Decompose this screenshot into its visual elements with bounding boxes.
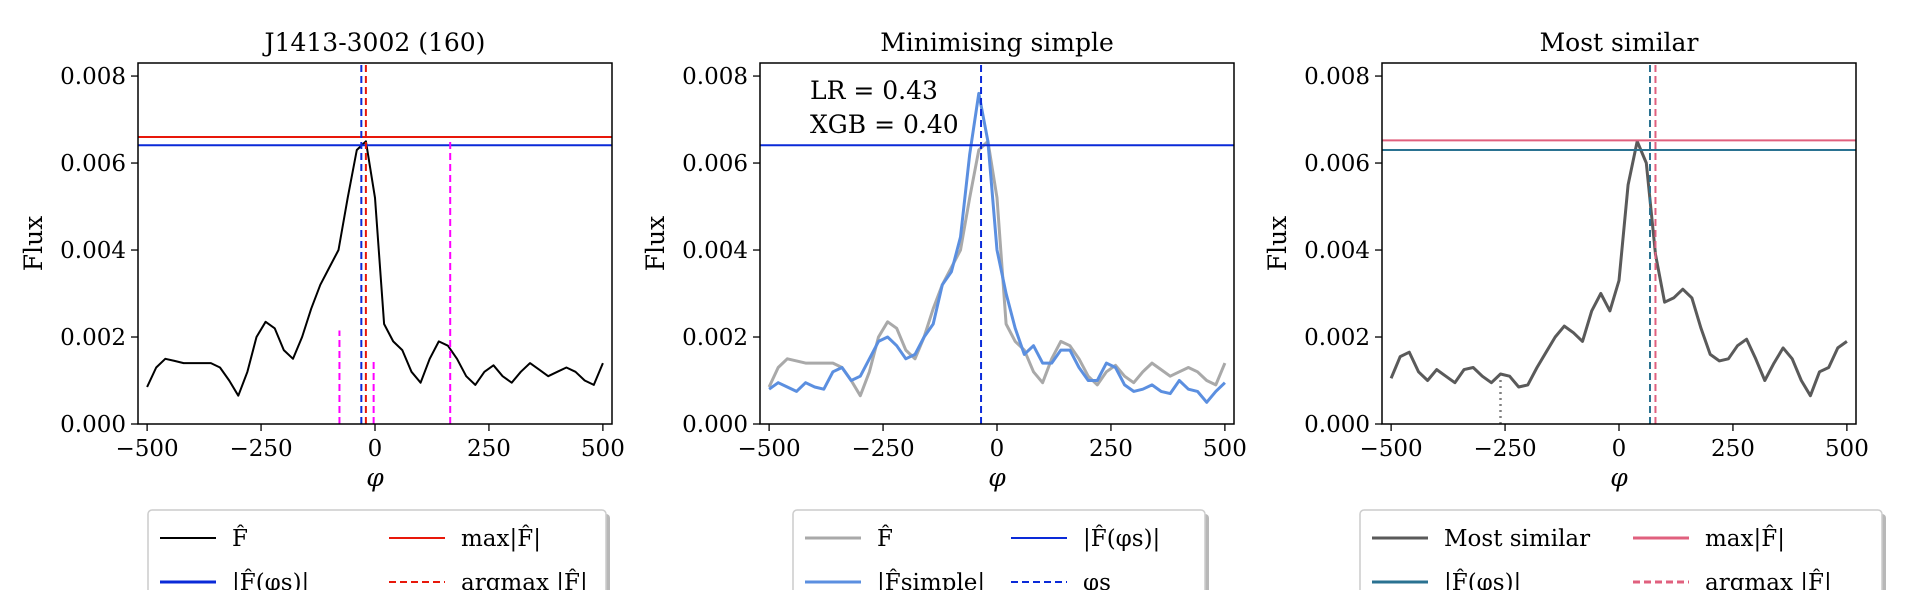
legend-label: argmax |F̂| xyxy=(1705,570,1832,590)
y-tick-label: 0.000 xyxy=(60,412,126,438)
y-tick-label: 0.004 xyxy=(60,238,126,264)
legend-label: Most similar xyxy=(1444,526,1590,552)
series-line xyxy=(146,140,604,397)
legend-label: |F̂simple| xyxy=(877,570,985,590)
y-tick-label: 0.000 xyxy=(1304,412,1370,438)
x-axis-label: φ xyxy=(988,463,1006,492)
y-tick-label: 0.006 xyxy=(60,151,126,177)
y-tick-label: 0.008 xyxy=(60,64,126,90)
legend-label: |F̂(φs)| xyxy=(1083,526,1160,552)
panel-title: Minimising simple xyxy=(880,28,1114,57)
panel-title: J1413-3002 (160) xyxy=(262,28,486,57)
chart-panel-1: −500 −250 0 250 500 0.000 0.002 0.004 0.006 0.008… xyxy=(19,28,625,590)
legend-label: max|F̂| xyxy=(1705,526,1785,552)
plot-area xyxy=(138,63,612,424)
y-tick-label: 0.004 xyxy=(1304,238,1370,264)
y-tick-label: 0.008 xyxy=(682,64,748,90)
axes-frame xyxy=(1381,62,1857,425)
x-tick-label: 500 xyxy=(1825,436,1869,462)
legend: F̂ |F̂(φs)| |F̂simple| φs xyxy=(792,509,1209,590)
y-tick-label: 0.006 xyxy=(1304,151,1370,177)
chart-panel-2: −500 −250 0 250 500 0.000 0.002 0.004 0.006 0.008… xyxy=(641,28,1247,590)
series-line xyxy=(767,139,1227,398)
x-tick-label: 0 xyxy=(1612,436,1627,462)
plot-area xyxy=(1382,63,1856,424)
x-tick-label: 0 xyxy=(990,436,1005,462)
legend: F̂ max|F̂| |F̂(φs)| argmax |F̂| xyxy=(147,509,610,590)
series-line xyxy=(768,91,1226,404)
x-tick-label: −500 xyxy=(116,436,179,462)
y-tick-label: 0.000 xyxy=(682,412,748,438)
y-axis-label: Flux xyxy=(1263,216,1292,272)
x-tick-label: −250 xyxy=(229,436,292,462)
x-tick-label: −500 xyxy=(1360,436,1423,462)
x-axis-label: φ xyxy=(1610,463,1628,492)
y-tick-label: 0.002 xyxy=(1304,325,1370,351)
legend: Most similar max|F̂| |F̂(φs)| argmax |F̂| xyxy=(1359,509,1886,590)
plot-area xyxy=(760,63,1234,424)
y-tick-label: 0.006 xyxy=(682,151,748,177)
legend-label: F̂ xyxy=(232,526,248,552)
legend-label: |F̂(φs)| xyxy=(1444,570,1521,590)
annotation-text: XGB = 0.40 xyxy=(810,110,959,139)
x-tick-label: 500 xyxy=(1203,436,1247,462)
y-axis-label: Flux xyxy=(19,216,48,272)
x-axis-label: φ xyxy=(366,463,384,492)
series-line xyxy=(1389,139,1848,398)
legend-frame xyxy=(792,509,1206,590)
legend-frame xyxy=(147,509,607,590)
legend-label: |F̂(φs)| xyxy=(232,570,309,590)
y-tick-label: 0.002 xyxy=(682,325,748,351)
legend-label: φs xyxy=(1083,570,1111,590)
x-tick-label: 500 xyxy=(581,436,625,462)
legend-label: max|F̂| xyxy=(461,526,541,552)
annotation-text: LR = 0.43 xyxy=(810,76,938,105)
y-tick-label: 0.008 xyxy=(1304,64,1370,90)
legend-label: argmax |F̂| xyxy=(461,570,588,590)
y-tick-label: 0.004 xyxy=(682,238,748,264)
panel-title: Most similar xyxy=(1540,28,1699,57)
x-tick-label: 0 xyxy=(368,436,383,462)
chart-panel-3: −500 −250 0 250 500 0.000 0.002 0.004 0.006 0.008… xyxy=(1263,28,1886,590)
x-tick-label: −500 xyxy=(738,436,801,462)
x-tick-label: −250 xyxy=(1473,436,1536,462)
y-tick-label: 0.002 xyxy=(60,325,126,351)
legend-frame xyxy=(1359,509,1883,590)
x-tick-label: 250 xyxy=(1089,436,1133,462)
x-tick-label: 250 xyxy=(1711,436,1755,462)
x-tick-label: −250 xyxy=(851,436,914,462)
x-tick-label: 250 xyxy=(467,436,511,462)
y-axis-label: Flux xyxy=(641,216,670,272)
legend-label: F̂ xyxy=(877,526,893,552)
